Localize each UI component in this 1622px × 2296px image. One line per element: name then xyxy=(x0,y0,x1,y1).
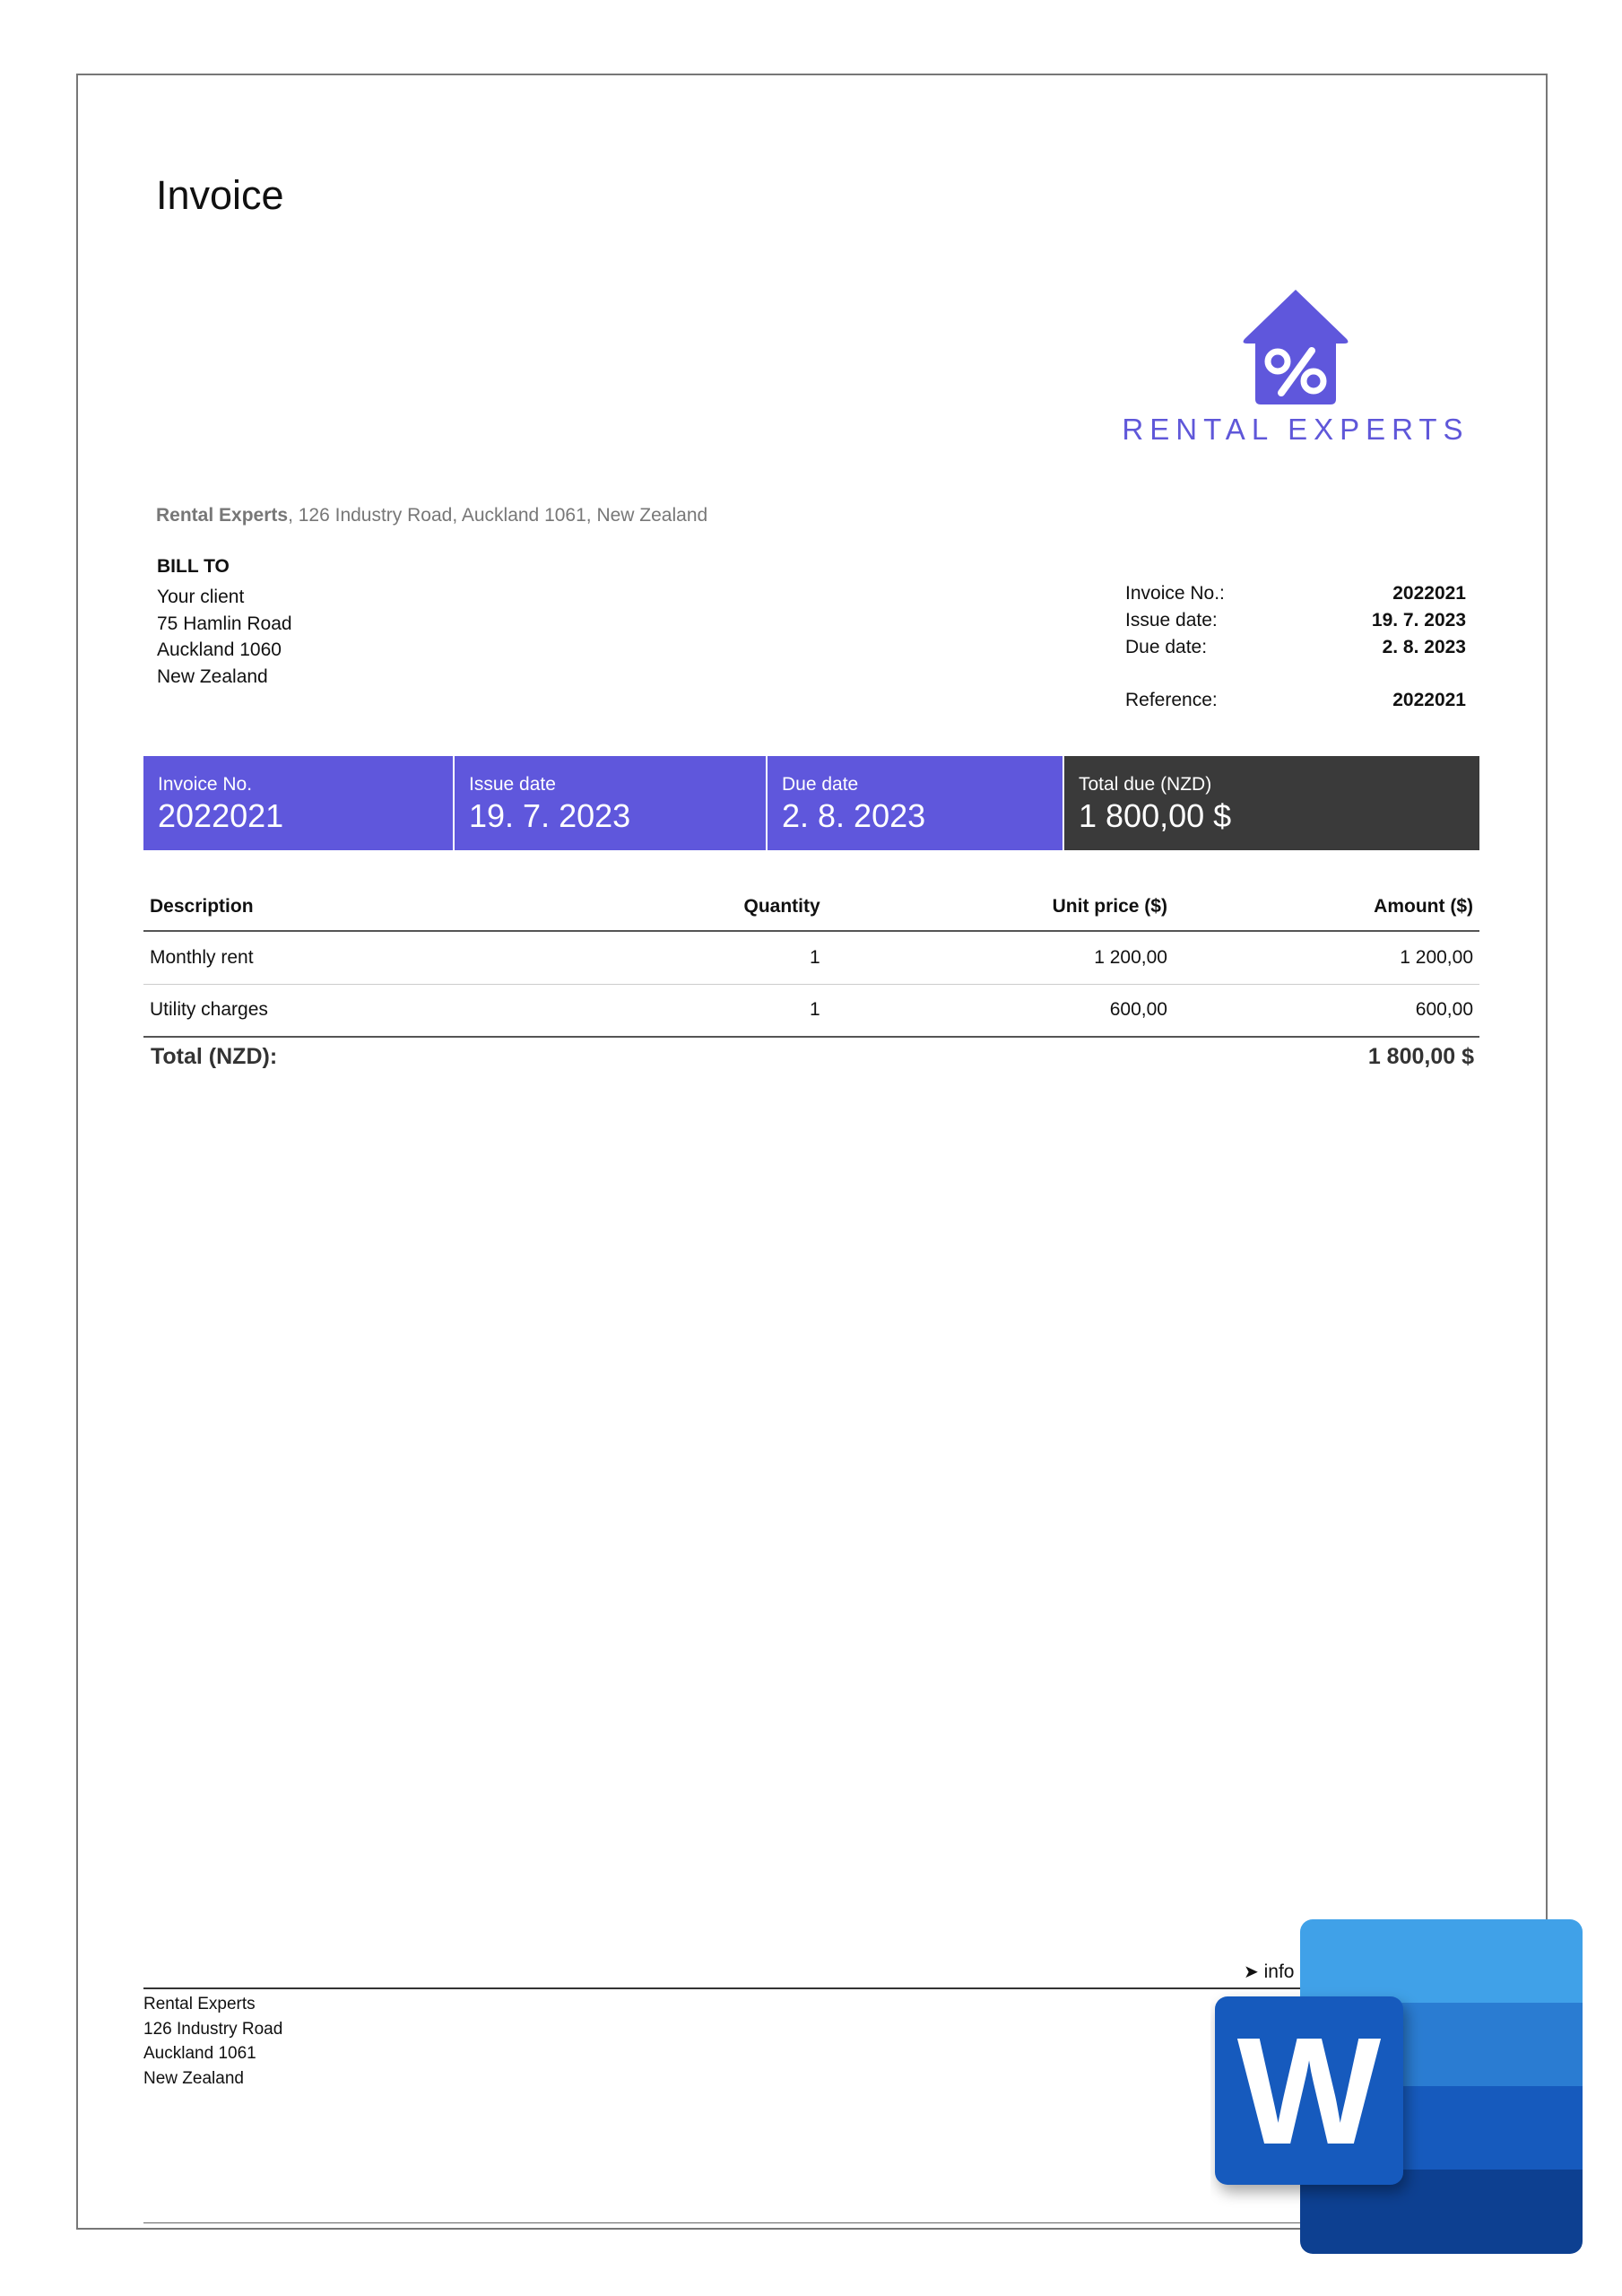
line-items-table: Description Quantity Unit price ($) Amou… xyxy=(143,883,1479,1038)
sender-address: Rental Experts, 126 Industry Road, Auckl… xyxy=(156,505,707,526)
summary-invoice-no: Invoice No. 2022021 xyxy=(143,756,455,850)
microsoft-word-icon: W xyxy=(1215,1919,1583,2254)
bill-to-line: Your client xyxy=(157,587,245,607)
column-header: Description xyxy=(143,883,738,932)
summary-label: Due date xyxy=(782,774,859,795)
footer-divider xyxy=(143,1987,1300,1989)
meta-value: 2022021 xyxy=(1392,690,1466,710)
bill-to-line: New Zealand xyxy=(157,666,268,687)
cell-unit-price: 600,00 xyxy=(826,984,1174,1038)
page-title: Invoice xyxy=(156,172,284,218)
footer-line: New Zealand xyxy=(143,2069,244,2088)
column-header: Quantity xyxy=(737,883,827,932)
footer-contact-text: info xyxy=(1263,1961,1295,1982)
column-header: Amount ($) xyxy=(1173,883,1479,932)
summary-label: Invoice No. xyxy=(158,774,253,795)
house-percent-icon xyxy=(1243,290,1349,404)
summary-value: 2022021 xyxy=(158,797,284,834)
footer-contact: ➤ info xyxy=(1244,1961,1294,1983)
table-header-row: Description Quantity Unit price ($) Amou… xyxy=(143,883,1479,932)
meta-value: 19. 7. 2023 xyxy=(1371,610,1466,631)
cell-quantity: 1 xyxy=(737,931,827,985)
cell-unit-price: 1 200,00 xyxy=(826,931,1174,985)
footer-bottom-divider xyxy=(143,2222,1300,2223)
sender-address-text: , 126 Industry Road, Auckland 1061, New … xyxy=(288,505,708,526)
summary-band: Invoice No. 2022021 Issue date 19. 7. 2023… xyxy=(143,756,1479,850)
cell-amount: 600,00 xyxy=(1173,984,1479,1038)
table-row: Monthly rent 1 1 200,00 1 200,00 xyxy=(143,931,1479,985)
total-value: 1 800,00 $ xyxy=(1367,1044,1474,1069)
summary-total-due: Total due (NZD) 1 800,00 $ xyxy=(1064,756,1479,850)
bill-to-heading: BILL TO xyxy=(157,556,230,577)
table-row: Utility charges 1 600,00 600,00 xyxy=(143,984,1479,1038)
footer-line: Rental Experts xyxy=(143,1995,256,2013)
cell-amount: 1 200,00 xyxy=(1173,931,1479,985)
sender-name: Rental Experts xyxy=(156,505,289,526)
meta-label: Invoice No.: xyxy=(1125,583,1225,604)
brand-name: RENTAL EXPERTS xyxy=(1122,413,1470,446)
word-letter: W xyxy=(1237,2006,1382,2177)
summary-issue-date: Issue date 19. 7. 2023 xyxy=(455,756,768,850)
meta-label: Reference: xyxy=(1125,690,1218,710)
footer-line: Auckland 1061 xyxy=(143,2044,256,2063)
bill-to-line: Auckland 1060 xyxy=(157,639,282,660)
total-label: Total (NZD): xyxy=(151,1044,278,1069)
meta-value: 2022021 xyxy=(1392,583,1466,604)
bill-to-line: 75 Hamlin Road xyxy=(157,613,292,634)
cell-description: Utility charges xyxy=(143,984,738,1038)
cell-quantity: 1 xyxy=(737,984,827,1038)
summary-value: 19. 7. 2023 xyxy=(469,797,631,834)
meta-value: 2. 8. 2023 xyxy=(1382,637,1466,657)
footer-line: 126 Industry Road xyxy=(143,2020,283,2039)
invoice-page xyxy=(76,74,1548,2230)
summary-label: Total due (NZD) xyxy=(1079,774,1212,795)
summary-label: Issue date xyxy=(469,774,556,795)
send-icon: ➤ xyxy=(1244,1962,1259,1982)
cell-description: Monthly rent xyxy=(143,931,738,985)
summary-value: 1 800,00 $ xyxy=(1079,797,1232,834)
summary-value: 2. 8. 2023 xyxy=(782,797,926,834)
meta-label: Due date: xyxy=(1125,637,1208,657)
meta-label: Issue date: xyxy=(1125,610,1218,631)
summary-due-date: Due date 2. 8. 2023 xyxy=(768,756,1064,850)
column-header: Unit price ($) xyxy=(826,883,1174,932)
